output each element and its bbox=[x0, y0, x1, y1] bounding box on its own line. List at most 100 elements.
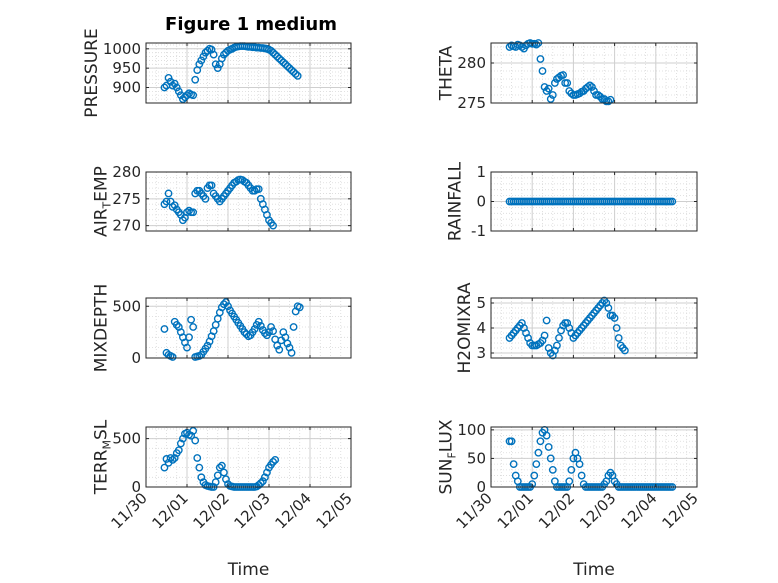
data-point bbox=[565, 477, 574, 486]
data-point bbox=[621, 346, 629, 355]
data-point bbox=[256, 322, 265, 330]
data-point bbox=[189, 91, 198, 100]
data-point bbox=[287, 348, 296, 357]
data-point bbox=[536, 437, 545, 446]
data-point bbox=[178, 434, 187, 443]
data-point bbox=[295, 303, 304, 312]
data-point bbox=[189, 323, 198, 331]
data-point bbox=[530, 471, 539, 480]
y-tick-label: 0 bbox=[476, 193, 486, 211]
data-point bbox=[563, 79, 572, 87]
data-point bbox=[548, 91, 557, 99]
data-point bbox=[254, 317, 263, 326]
axes-box bbox=[490, 42, 698, 104]
data-point bbox=[575, 460, 584, 469]
data-point bbox=[271, 50, 280, 59]
data-point bbox=[168, 353, 177, 361]
data-point bbox=[178, 95, 187, 104]
data-point bbox=[540, 83, 549, 91]
data-point bbox=[172, 83, 181, 92]
data-point bbox=[160, 463, 169, 472]
data-point bbox=[269, 221, 277, 230]
data-point bbox=[201, 48, 210, 57]
data-point bbox=[534, 448, 543, 457]
axes-box bbox=[145, 426, 352, 488]
data-point bbox=[166, 77, 175, 86]
y-tick-label: 100 bbox=[457, 421, 486, 439]
y-axis-label: RAINFALL bbox=[446, 161, 466, 241]
y-axis-label: TERRMSL bbox=[91, 419, 113, 495]
data-point bbox=[197, 473, 206, 482]
data-point bbox=[185, 206, 193, 215]
subplot-terr_msl: 050011/3012/0112/0212/0312/0412/05TimeTE… bbox=[91, 419, 355, 580]
data-point bbox=[256, 479, 265, 488]
y-tick-label: 50 bbox=[467, 449, 486, 467]
y-axis-label: SUNFLUX bbox=[436, 419, 458, 494]
data-point bbox=[585, 81, 594, 90]
data-point bbox=[224, 302, 232, 311]
data-point bbox=[219, 468, 228, 477]
data-point bbox=[160, 325, 169, 333]
data-point bbox=[291, 70, 300, 78]
data-point bbox=[555, 334, 563, 342]
data-point bbox=[267, 46, 275, 55]
y-tick-label: 5 bbox=[476, 294, 486, 312]
data-point bbox=[588, 83, 596, 91]
data-point bbox=[222, 298, 230, 307]
data-point bbox=[254, 481, 263, 489]
data-point bbox=[195, 60, 204, 69]
data-point bbox=[267, 323, 275, 331]
data-point bbox=[191, 436, 200, 445]
data-point bbox=[170, 79, 179, 88]
y-tick-label: 4 bbox=[476, 319, 486, 337]
subplot-rainfall: -1 0 1 RAINFALL bbox=[446, 161, 698, 241]
data-point bbox=[283, 339, 292, 348]
data-point bbox=[166, 454, 175, 462]
data-point bbox=[219, 50, 228, 59]
data-point bbox=[536, 55, 545, 63]
data-point bbox=[203, 341, 212, 350]
data-point bbox=[183, 343, 191, 352]
data-point bbox=[275, 345, 284, 354]
data-point bbox=[271, 455, 280, 464]
y-tick-label: -1 bbox=[471, 222, 486, 240]
data-point bbox=[189, 208, 198, 217]
data-point bbox=[164, 189, 173, 198]
y-tick-label: 275 bbox=[457, 94, 486, 112]
data-point bbox=[553, 341, 561, 350]
y-axis-label: AIRTEMP bbox=[91, 166, 113, 237]
data-point bbox=[197, 56, 206, 65]
data-point bbox=[209, 50, 218, 59]
data-point bbox=[509, 460, 518, 469]
data-point bbox=[250, 186, 259, 195]
data-point bbox=[273, 341, 282, 350]
data-point bbox=[199, 52, 208, 61]
data-point bbox=[170, 454, 179, 462]
data-point bbox=[195, 463, 204, 472]
data-point bbox=[217, 54, 226, 63]
data-point bbox=[254, 185, 263, 194]
data-point bbox=[213, 471, 222, 480]
y-tick-label: 280 bbox=[112, 163, 141, 181]
data-point bbox=[240, 328, 249, 337]
data-point bbox=[201, 194, 210, 203]
y-tick-label: 500 bbox=[112, 297, 141, 315]
data-point bbox=[610, 314, 619, 322]
x-axis-label: Time bbox=[227, 560, 270, 580]
axes-box bbox=[145, 297, 352, 359]
data-point bbox=[542, 316, 551, 325]
data-point bbox=[285, 64, 294, 73]
data-point bbox=[174, 446, 183, 455]
data-point bbox=[277, 56, 286, 65]
data-point bbox=[550, 79, 559, 87]
data-point bbox=[191, 75, 200, 84]
data-point bbox=[168, 455, 177, 464]
y-tick-label: 1 bbox=[476, 163, 486, 181]
figure-title: Figure 1 medium bbox=[165, 14, 337, 35]
axes-box bbox=[145, 171, 352, 232]
data-point bbox=[213, 64, 222, 73]
